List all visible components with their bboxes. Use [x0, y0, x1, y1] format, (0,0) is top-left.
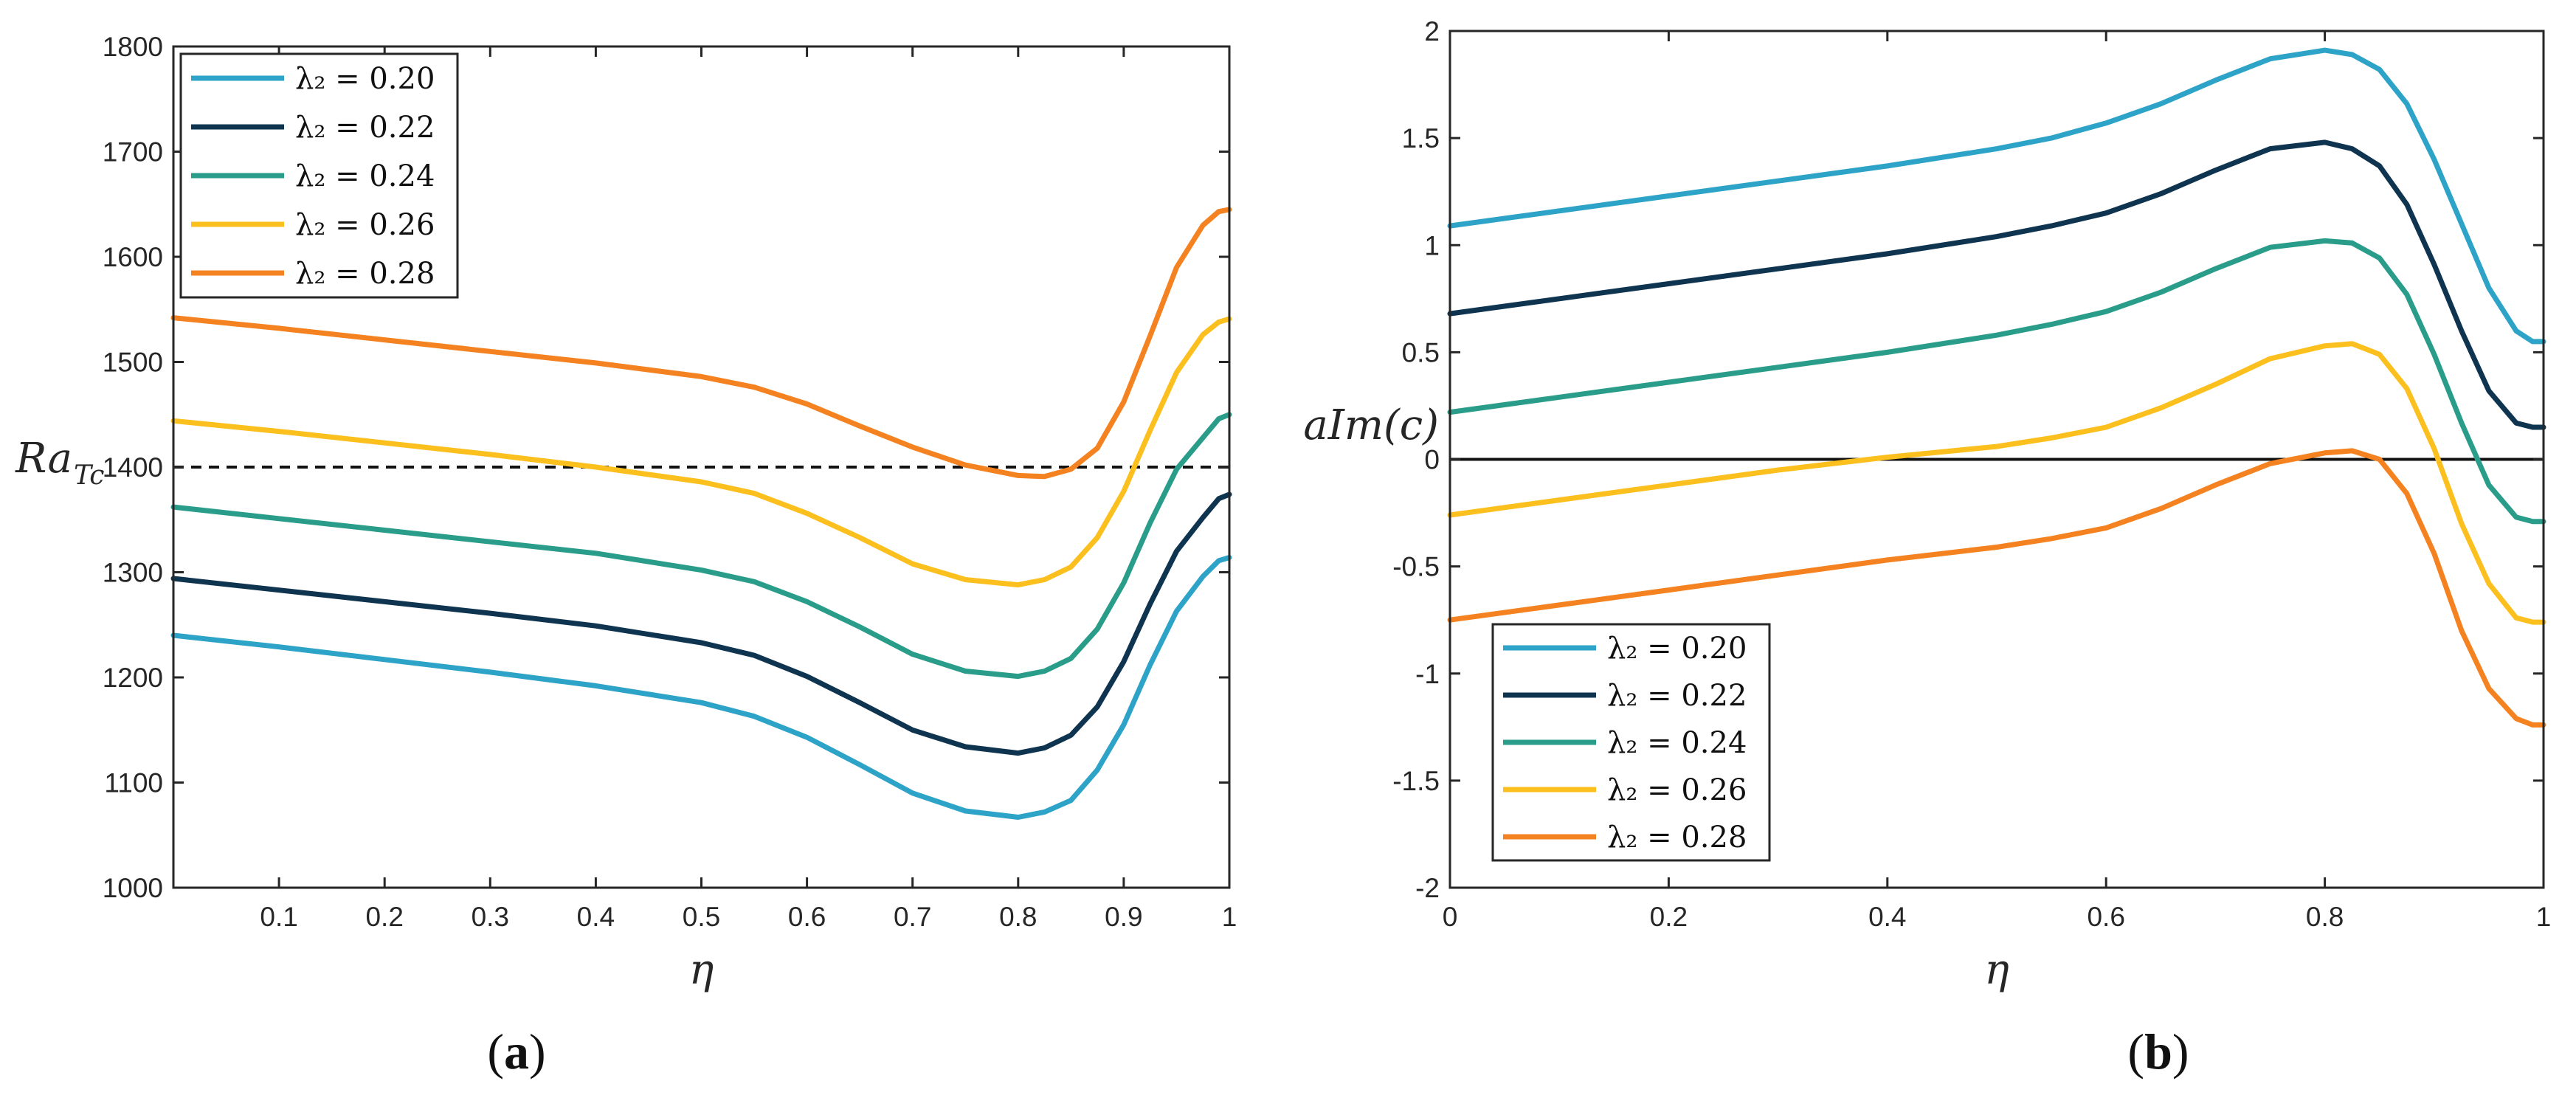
y-tick-label: -0.5 [1392, 552, 1440, 582]
y-tick-label: 1700 [103, 137, 163, 168]
series-line-5 [1447, 448, 2546, 728]
y-axis-label-subscript: Tc [74, 460, 104, 491]
series-line-4 [1447, 341, 2546, 625]
x-tick-label: 0.3 [472, 902, 509, 932]
x-tick-label: 1 [1222, 902, 1237, 932]
legend-label-3: λ₂ = 0.24 [295, 159, 435, 193]
legend-label-1: λ₂ = 0.20 [295, 62, 435, 96]
y-tick-label: 1200 [103, 663, 163, 693]
y-tick-label: 0 [1424, 445, 1440, 475]
x-axis-label: η [689, 946, 714, 994]
x-tick-label: 0.4 [577, 902, 615, 932]
x-tick-label: 0.5 [683, 902, 720, 932]
x-tick-label: 0.6 [2087, 902, 2124, 932]
panel-label: (a) [487, 1023, 545, 1080]
y-tick-label: -1.5 [1392, 766, 1440, 796]
y-tick-label: 1 [1424, 230, 1440, 260]
x-tick-label: 0.6 [788, 902, 826, 932]
y-tick-label: 1500 [103, 348, 163, 378]
x-tick-label: 0.1 [260, 902, 297, 932]
series-line-5 [170, 207, 1232, 480]
panel-letter: b [2144, 1023, 2172, 1080]
y-tick-label: 1100 [104, 768, 163, 798]
legend-label-4: λ₂ = 0.26 [295, 208, 435, 242]
legend-label-5: λ₂ = 0.28 [295, 257, 435, 291]
x-tick-label: 0.8 [2306, 902, 2344, 932]
panel-letter: a [504, 1023, 529, 1080]
y-tick-label: 1400 [103, 452, 163, 483]
panel-label: (b) [2127, 1023, 2189, 1080]
legend-label-2: λ₂ = 0.22 [295, 111, 435, 145]
chart-panel-b: 0 0.2 0.4 0.6 0.8 1 -2 -1.5 -1 -0.5 0 0.5 1 1.5 2 η aIm(… [1303, 16, 2551, 1080]
chart-panel-a: 0.1 0.2 0.3 0.4 0.5 0.6 0.7 0.8 0.9 1 1000 1100 1200… [15, 32, 1237, 1080]
y-tick-label: 0.5 [1402, 337, 1440, 367]
series-line-2 [1447, 139, 2546, 430]
x-tick-label: 0.9 [1105, 902, 1142, 932]
x-tick-label: 0.7 [894, 902, 931, 932]
series-line-3 [170, 412, 1232, 680]
y-axis-label: aIm(c) [1303, 401, 1439, 449]
y-axis-label: Ra [15, 435, 72, 483]
x-tick-label: 0.8 [999, 902, 1037, 932]
y-tick-label: 1000 [103, 873, 163, 903]
y-tick-label: 1600 [103, 242, 163, 272]
y-tick-label: -2 [1415, 873, 1440, 903]
series-line-2 [170, 491, 1232, 756]
series-line-1 [1447, 47, 2546, 345]
legend-label-3: λ₂ = 0.24 [1607, 726, 1747, 760]
legend-label-2: λ₂ = 0.22 [1607, 679, 1747, 713]
y-tick-label: 2 [1424, 16, 1440, 46]
legend-label-4: λ₂ = 0.26 [1607, 773, 1747, 807]
y-tick-label: 1.5 [1402, 123, 1440, 153]
legend-label-1: λ₂ = 0.20 [1607, 632, 1747, 666]
x-tick-label: 0 [1443, 902, 1458, 932]
y-tick-label: 1300 [103, 558, 163, 588]
y-tick-label: -1 [1415, 659, 1440, 689]
series-line-1 [170, 555, 1232, 820]
y-tick-label: 1800 [103, 32, 163, 62]
x-axis-label: η [1984, 946, 2009, 994]
series-line-4 [170, 316, 1232, 588]
series-line-3 [1447, 238, 2546, 525]
x-tick-label: 1 [2536, 902, 2552, 932]
x-tick-label: 0.4 [1868, 902, 1906, 932]
legend-label-5: λ₂ = 0.28 [1607, 821, 1747, 854]
x-tick-label: 0.2 [1650, 902, 1688, 932]
x-tick-label: 0.2 [365, 902, 403, 932]
